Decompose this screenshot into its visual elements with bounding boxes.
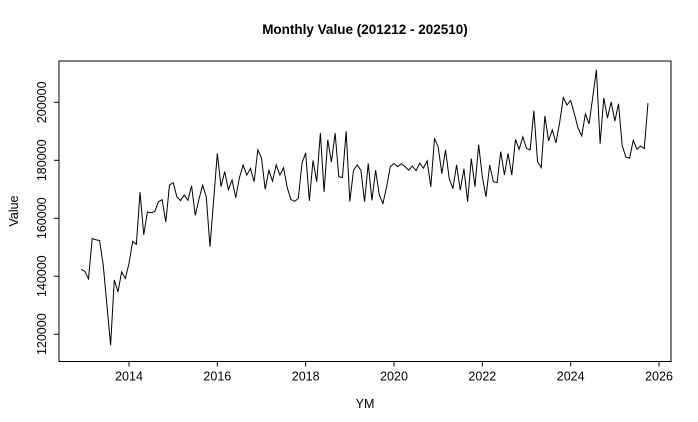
x-tick-label: 2016 [203,370,231,384]
y-tick-label: 200000 [35,81,49,123]
y-tick-label: 140000 [35,255,49,297]
y-tick-label: 120000 [35,313,49,355]
x-axis-title: YM [355,397,375,411]
plot-box [58,60,672,362]
y-tick-label: 180000 [35,139,49,181]
x-tick-label: 2018 [292,370,320,384]
value-series-line [80,69,649,346]
x-tick-label: 2026 [645,370,673,384]
y-tick-label: 160000 [35,197,49,239]
x-tick-label: 2014 [115,370,143,384]
x-tick-label: 2022 [468,370,496,384]
chart-title: Monthly Value (201212 - 202510) [262,22,468,37]
x-tick-label: 2020 [380,370,408,384]
x-tick-label: 2024 [557,370,585,384]
